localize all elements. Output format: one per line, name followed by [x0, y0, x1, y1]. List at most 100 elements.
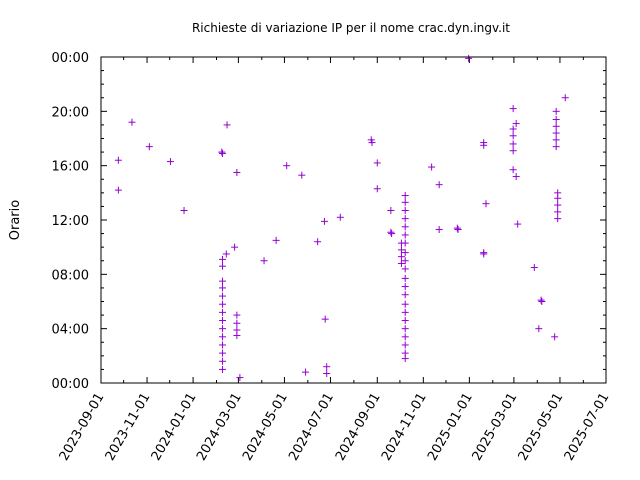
data-point: [435, 181, 443, 189]
y-axis: 00:00 04:00 08:00 12:00 16:00 20:00 00:00: [52, 51, 606, 392]
y-tick-label: 04:00: [52, 323, 89, 338]
data-point: [454, 226, 462, 234]
x-tick-label: 2024-05-01: [240, 391, 291, 464]
chart-title: Richieste di variazione IP per il nome c…: [192, 21, 510, 35]
y-tick-label: 16:00: [52, 160, 89, 175]
x-axis: 2023-09-012023-11-012024-01-012024-03-01…: [57, 57, 613, 464]
y-tick-label: 08:00: [52, 268, 89, 283]
data-point: [552, 122, 560, 130]
x-tick-label: 2024-07-01: [286, 391, 337, 464]
data-point: [272, 236, 280, 244]
data-point: [401, 308, 409, 316]
data-point: [509, 132, 517, 140]
data-point: [401, 206, 409, 214]
data-point: [428, 163, 436, 171]
data-point: [236, 374, 244, 382]
data-point: [397, 253, 405, 261]
data-point: [401, 192, 409, 200]
data-point: [219, 317, 227, 325]
data-point: [222, 250, 230, 258]
data-point: [218, 148, 226, 156]
data-point: [233, 319, 241, 327]
data-point: [552, 143, 560, 151]
data-point: [219, 365, 227, 373]
data-point: [114, 156, 122, 164]
x-tick-label: 2024-09-01: [333, 391, 384, 464]
data-point: [219, 292, 227, 300]
data-point: [509, 105, 517, 113]
data-point: [509, 166, 517, 174]
data-point: [219, 262, 227, 270]
data-point: [482, 200, 490, 208]
data-point: [397, 246, 405, 254]
data-point: [552, 129, 560, 137]
data-point: [552, 107, 560, 115]
data-point: [219, 357, 227, 365]
data-point: [388, 230, 396, 238]
data-point: [180, 206, 188, 214]
data-point: [509, 125, 517, 133]
data-point: [401, 257, 409, 265]
data-point: [453, 224, 461, 232]
data-point: [233, 168, 241, 176]
data-point: [401, 291, 409, 299]
data-point: [231, 243, 239, 251]
data-point: [401, 274, 409, 282]
data-point: [368, 139, 376, 147]
data-point: [465, 54, 473, 62]
data-point: [219, 341, 227, 349]
data-point: [283, 162, 291, 170]
y-tick-label: 00:00: [52, 51, 89, 66]
x-tick-label: 2025-07-01: [562, 391, 613, 464]
data-point: [480, 141, 488, 149]
data-point: [302, 368, 310, 376]
y-axis-label: Orario: [8, 200, 23, 241]
data-point: [387, 206, 395, 214]
data-point: [223, 121, 231, 129]
data-points: [114, 54, 569, 382]
data-point: [320, 217, 328, 225]
plot-frame: [100, 56, 607, 384]
data-point: [166, 158, 174, 166]
data-point: [336, 213, 344, 221]
data-point: [401, 198, 409, 206]
data-point: [114, 186, 122, 194]
data-point: [219, 284, 227, 292]
data-point: [401, 300, 409, 308]
data-point: [219, 333, 227, 341]
data-point: [401, 223, 409, 231]
y-tick-label: 00:00: [52, 377, 89, 392]
data-point: [219, 325, 227, 333]
data-point: [233, 311, 241, 319]
data-point: [554, 201, 562, 209]
data-point: [512, 173, 520, 181]
x-tick-label: 2025-01-01: [425, 391, 476, 464]
data-point: [480, 250, 488, 258]
data-point: [233, 331, 241, 339]
data-point: [401, 215, 409, 223]
data-point: [128, 118, 136, 126]
x-tick-label: 2023-09-01: [57, 391, 108, 464]
data-point: [387, 228, 395, 236]
x-tick-label: 2024-11-01: [379, 391, 430, 464]
data-point: [219, 349, 227, 357]
data-point: [219, 149, 227, 157]
data-point: [219, 308, 227, 316]
x-tick-label: 2025-05-01: [516, 391, 567, 464]
data-point: [554, 208, 562, 216]
data-point: [373, 185, 381, 193]
x-tick-label: 2024-01-01: [149, 391, 200, 464]
data-point: [401, 325, 409, 333]
data-point: [552, 115, 560, 123]
data-point: [554, 215, 562, 223]
data-point: [145, 143, 153, 151]
data-point: [323, 369, 331, 377]
data-point: [401, 239, 409, 247]
data-point: [401, 317, 409, 325]
data-point: [509, 147, 517, 155]
data-point: [538, 298, 546, 305]
data-point: [551, 333, 559, 341]
data-point: [435, 226, 443, 234]
x-tick-label: 2023-11-01: [103, 391, 154, 464]
